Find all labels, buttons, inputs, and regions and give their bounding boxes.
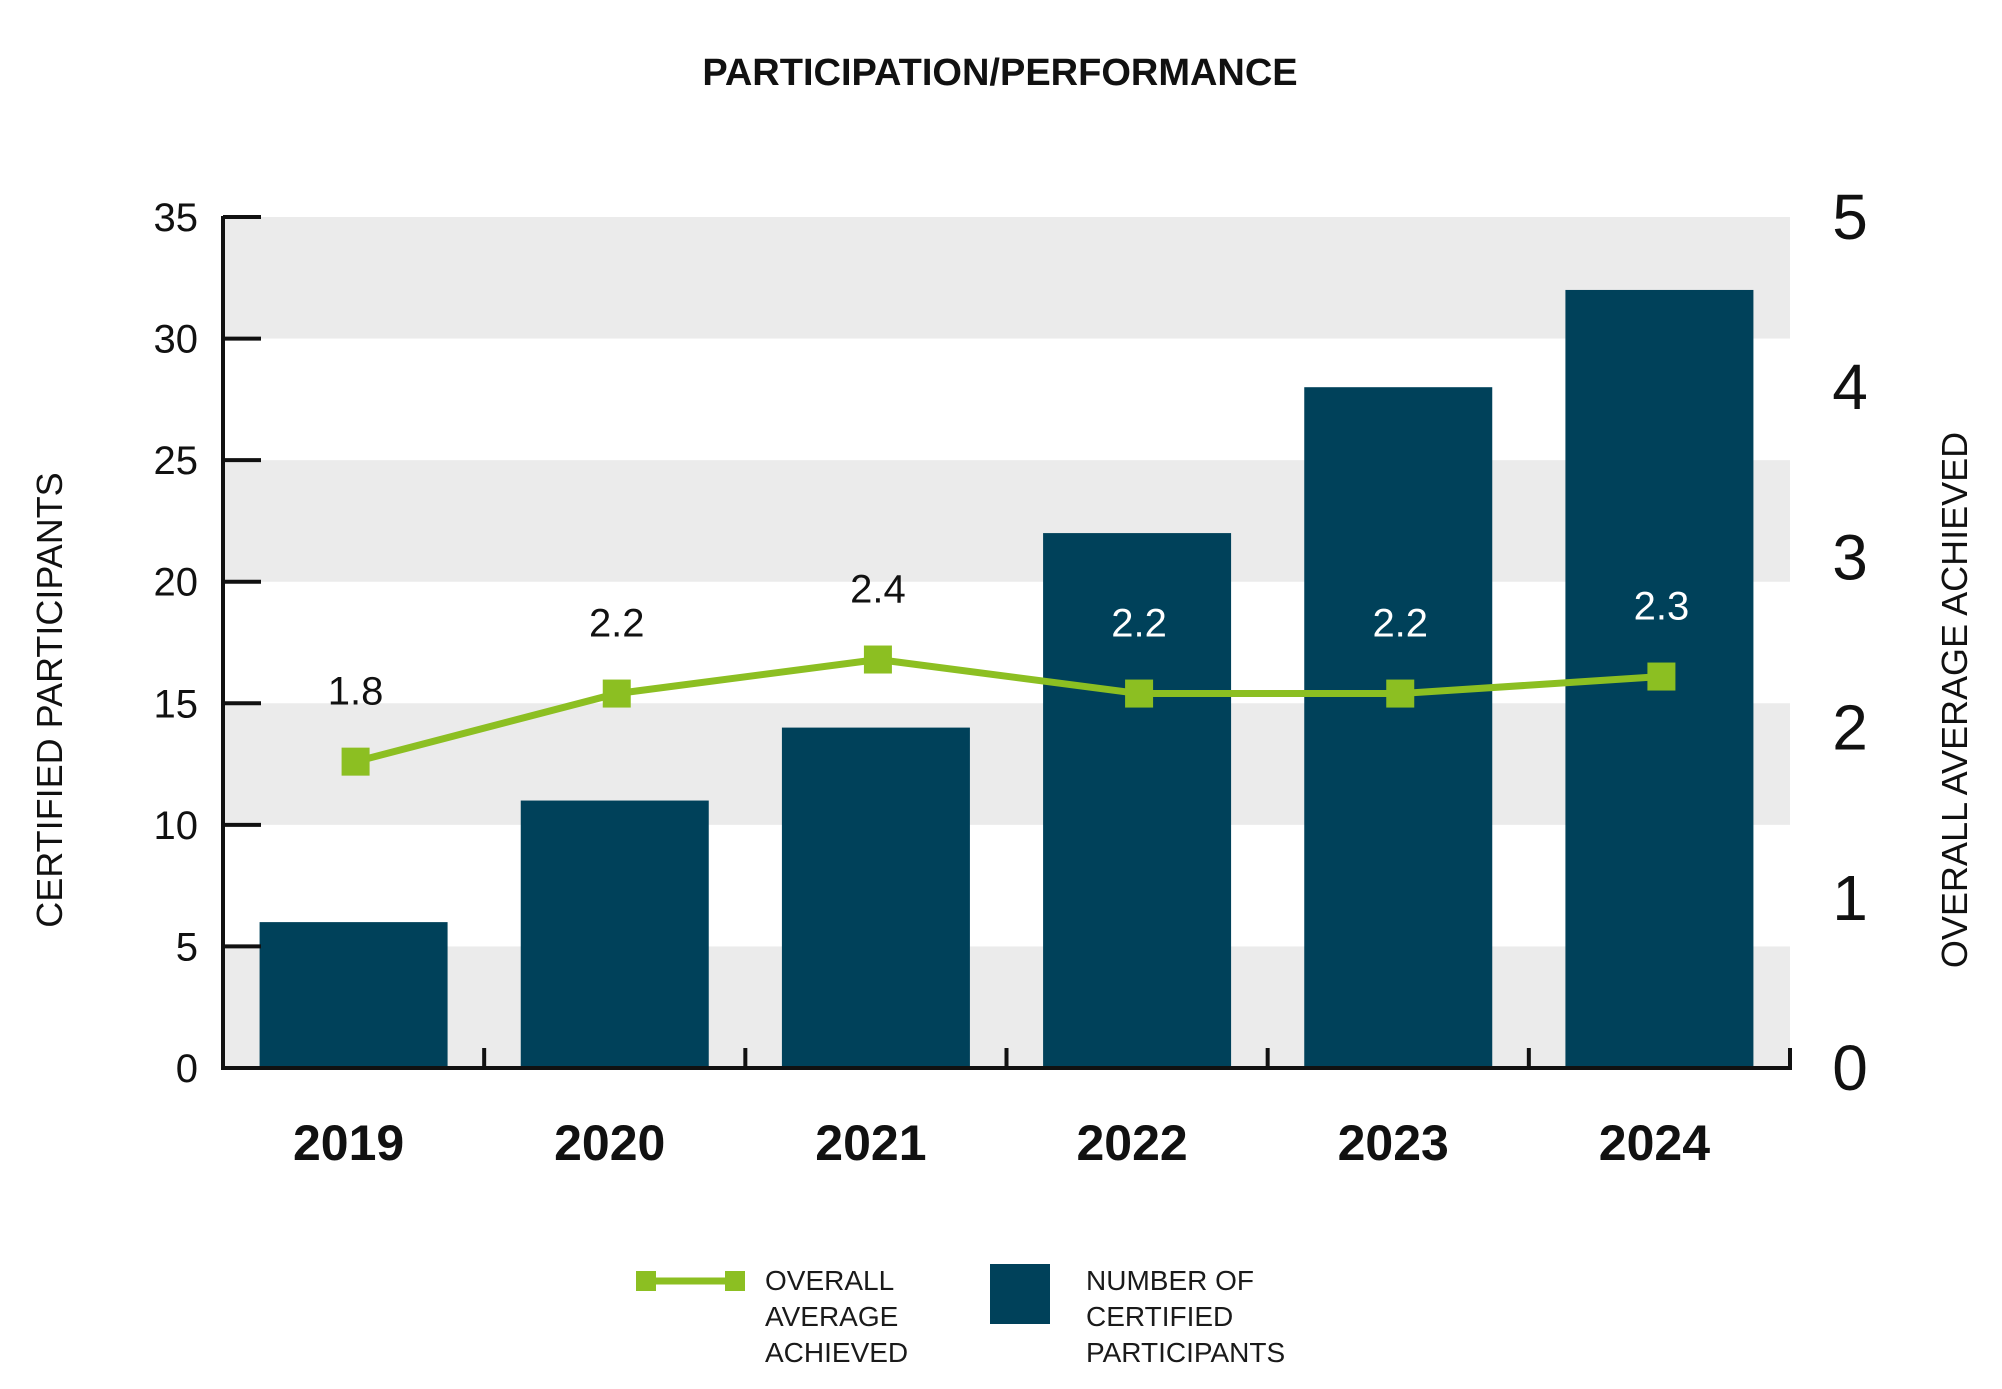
line-data-label: 1.8 — [328, 670, 384, 714]
bar — [1304, 387, 1493, 1068]
left-tick-label: 25 — [154, 439, 199, 483]
legend: OVERALL AVERAGE ACHIEVED NUMBER OF CERTI… — [636, 1264, 1285, 1368]
legend-bar-label-1: NUMBER OF — [1086, 1265, 1254, 1296]
legend-line-label-3: ACHIEVED — [765, 1337, 908, 1368]
right-tick-label: 5 — [1832, 181, 1868, 253]
line-series — [341, 645, 1676, 776]
line-data-label: 2.2 — [589, 602, 645, 646]
x-tick-label: 2023 — [1338, 1115, 1449, 1171]
left-tick-label: 15 — [154, 682, 199, 726]
left-tick-label: 10 — [154, 804, 199, 848]
x-tick-label: 2021 — [815, 1115, 926, 1171]
x-axis-ticks: 2019 2020 2021 2022 2023 2024 — [293, 1115, 1710, 1171]
line-path — [354, 656, 1662, 766]
bar — [1043, 533, 1232, 1068]
left-tick-label: 35 — [154, 196, 199, 240]
right-tick-label: 1 — [1832, 862, 1868, 934]
legend-bar-label-3: PARTICIPANTS — [1086, 1337, 1285, 1368]
grid-bands — [223, 217, 1790, 1068]
legend-line-marker — [636, 1271, 656, 1291]
legend-line-label-1: OVERALL — [765, 1265, 894, 1296]
line-data-label: 2.2 — [1111, 602, 1167, 646]
legend-bar-label-2: CERTIFIED — [1086, 1301, 1233, 1332]
bar — [781, 727, 970, 1068]
left-tick-label: 0 — [176, 1047, 198, 1091]
left-tick-label: 20 — [154, 561, 199, 605]
right-tick-label: 2 — [1832, 692, 1868, 764]
grid-band — [223, 217, 1790, 339]
left-tick-label: 5 — [176, 925, 198, 969]
left-tick-label: 30 — [154, 318, 199, 362]
line-data-label: 2.2 — [1372, 602, 1428, 646]
left-axis-ticks: 0 5 10 15 20 25 30 35 — [154, 196, 261, 1091]
chart-title: PARTICIPATION/PERFORMANCE — [702, 52, 1297, 94]
line-data-labels: 1.8 2.2 2.4 2.2 2.2 2.3 — [328, 568, 1689, 714]
right-tick-label: 3 — [1832, 521, 1868, 593]
grid-band — [223, 460, 1790, 582]
x-tick-label: 2022 — [1076, 1115, 1187, 1171]
grid-band — [223, 703, 1790, 825]
line-marker — [341, 747, 370, 776]
line-marker — [1125, 679, 1154, 708]
line-marker — [863, 645, 892, 674]
line-marker — [602, 679, 631, 708]
left-axis-title: CERTIFIED PARTICIPANTS — [29, 472, 70, 927]
right-axis-ticks: 0 1 2 3 4 5 — [1832, 181, 1868, 1104]
legend-bar-swatch — [990, 1264, 1050, 1324]
right-tick-label: 4 — [1832, 351, 1868, 423]
line-marker — [1386, 679, 1415, 708]
line-data-label: 2.4 — [850, 568, 906, 612]
x-tick-label: 2020 — [554, 1115, 665, 1171]
legend-item-line: OVERALL AVERAGE ACHIEVED — [636, 1265, 908, 1368]
legend-line-label-2: AVERAGE — [765, 1301, 898, 1332]
axes — [221, 216, 1792, 1070]
right-tick-label: 0 — [1832, 1032, 1868, 1104]
grid-band — [223, 946, 1790, 1068]
right-axis-title: OVERALL AVERAGE ACHIEVED — [1934, 432, 1975, 968]
x-tick-label: 2019 — [293, 1115, 404, 1171]
bar — [259, 922, 448, 1068]
legend-item-bar: NUMBER OF CERTIFIED PARTICIPANTS — [990, 1264, 1285, 1368]
legend-line-marker — [725, 1271, 745, 1291]
line-data-label: 2.3 — [1634, 585, 1690, 629]
line-marker — [1647, 662, 1676, 691]
x-tick-label: 2024 — [1599, 1115, 1710, 1171]
bar — [520, 800, 709, 1068]
bar-series — [259, 289, 1754, 1068]
